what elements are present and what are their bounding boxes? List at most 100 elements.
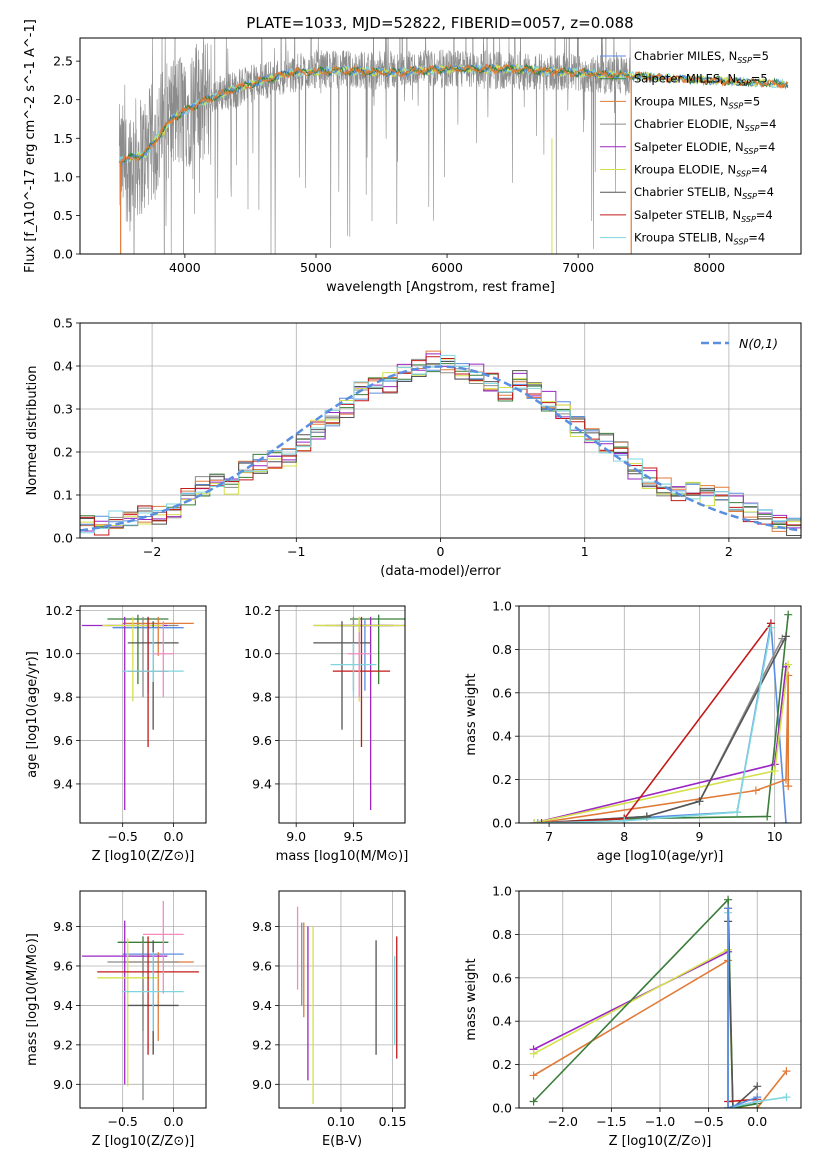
x-tick-label: 0 [437,544,445,559]
legend-label: Chabrier MILES, NSSP=5 [634,49,769,65]
y-tick-label: 1.0 [53,169,73,184]
panel-age-vs-Z: −0.5 0.0 9.4 9.6 9.8 10.0 10.2 Z [log10(Z/Z⊙)] a… [25,603,207,864]
y-tick-label: 9.4 [252,776,272,791]
series-marker [753,1093,762,1102]
x-axis-label: Z [log10(Z/Z⊙)] [92,849,195,864]
y-tick-label: 9.0 [53,1077,73,1092]
x-tick-label: −1.0 [645,1114,675,1129]
y-tick-label: 0.0 [53,531,73,546]
y-tick-label: 9.6 [53,733,73,748]
y-tick-label: 9.4 [53,998,73,1013]
y-tick-label: 10.0 [45,646,73,661]
x-tick-label: −0.5 [107,829,137,844]
x-axis-label: Z [log10(Z/Z⊙)] [92,1134,195,1149]
panel-massweight-vs-age: 7 8 9 10 0.0 0.2 0.4 0.6 0.8 1.0 age [log10(age/yr… [464,599,802,864]
panel-residuals: −2 −1 0 1 2 0.0 0.1 0.2 0.3 0.4 0.5 (data-model)/er… [25,316,802,579]
x-tick-label: 9.5 [344,829,364,844]
x-tick-label: 5000 [300,260,332,275]
panel-massweight-vs-Z: −2.0 −1.5 −1.0 −0.5 0.0 0.0 0.2 0.4 0.6 0.8 1.0 Z [… [464,884,802,1149]
y-axis-label: age [log10(age/yr)] [25,651,40,778]
y-tick-label: 0.0 [492,1101,512,1116]
panel-spectrum: 4000 5000 6000 7000 8000 0.0 0.5 1.0 1.5 2.0 2.5 wa… [23,19,802,295]
y-tick-label: 0.8 [492,927,512,942]
plot-area [313,614,405,810]
y-tick-label: 9.6 [53,958,73,973]
x-tick-label: 10 [767,829,783,844]
panel-mass-vs-Z: −0.5 0.0 9.0 9.2 9.4 9.6 9.8 Z [log10(Z/Z⊙)] mas… [25,890,207,1149]
y-tick-label: 2.5 [53,54,73,69]
x-tick-label: 9.0 [286,829,306,844]
series-marker [529,1097,538,1106]
legend-label: Kroupa MILES, NSSP=5 [634,94,760,110]
y-axis-label: mass weight [464,958,479,1040]
series-marker [533,819,542,823]
x-tick-label: 6000 [431,260,463,275]
series-marker [766,623,775,632]
y-tick-label: 9.4 [252,998,272,1013]
x-tick-label: −2.0 [548,1114,578,1129]
y-tick-label: 9.8 [53,690,73,705]
axes-frame [518,605,802,824]
figure-title: PLATE=1033, MJD=52822, FIBERID=0057, z=0… [246,14,633,32]
series-marker [751,786,760,795]
series-marker [695,797,704,806]
y-axis-label: mass [log10(M/M⊙)] [25,933,40,1066]
series-marker [784,660,793,669]
y-tick-label: 0.6 [492,685,512,700]
series-marker [529,1071,538,1080]
x-tick-label: −1 [287,544,305,559]
series-marker [784,782,793,791]
series-line-salpeter-elodie [533,950,758,1108]
x-tick-label: 0.15 [379,1114,407,1129]
series-line-kroupa-elodie [533,948,758,1108]
series-line-chabrier-miles [727,908,758,1108]
x-tick-label: 7 [545,829,553,844]
series-marker [782,1067,791,1076]
series-line-kroupa-miles [533,958,788,1108]
y-tick-label: 0.3 [53,402,73,417]
y-tick-label: 0.2 [492,1057,512,1072]
y-tick-label: 0.0 [53,247,73,262]
x-tick-label: −2 [143,544,161,559]
axes-frame [278,890,406,1109]
y-tick-label: 1.0 [492,884,512,899]
legend-label: Salpeter STELIB, NSSP=4 [634,208,773,224]
plot-area [80,350,801,538]
series-line-kroupa-miles [537,675,790,823]
series-marker [728,1104,737,1108]
y-tick-label: 9.8 [53,919,73,934]
y-tick-label: 2.0 [53,92,73,107]
y-tick-label: 9.2 [252,1037,272,1052]
series-marker [781,819,790,823]
axes-frame [79,37,802,255]
panel-mass-vs-EBV: 0.10 0.15 9.0 9.2 9.4 9.6 9.8 E(B-V) [252,890,407,1149]
series-marker [620,816,629,823]
y-axis-label: Flux [f_λ10^-17 erg cm^-2 s^-1 A^-1] [23,19,38,273]
series-line-kroupa-stelib [537,627,772,823]
model-line-kroupa-miles [118,63,789,166]
plot-area [118,38,789,254]
axes-frame [79,605,207,824]
x-axis-label: Z [log10(Z/Z⊙)] [609,1134,712,1149]
y-tick-label: 1.0 [492,599,512,614]
x-tick-label: 0.0 [164,1114,184,1129]
series-marker [770,766,779,775]
plot-area [82,614,194,810]
x-axis-label: wavelength [Angstrom, rest frame] [326,280,555,295]
series-marker [724,1104,733,1108]
legend-label: Kroupa STELIB, NSSP=4 [634,231,765,247]
y-tick-label: 0.5 [53,316,73,331]
y-tick-label: 0.4 [53,359,73,374]
plot-area [82,900,199,1101]
series-marker [529,1049,538,1058]
series-marker [724,904,733,913]
plot-area [530,610,793,823]
series-marker [733,808,742,817]
x-tick-label: 0.0 [164,829,184,844]
series-marker [781,775,790,784]
plot-area [296,906,398,1105]
series-marker [763,812,772,821]
x-tick-label: 4000 [169,260,201,275]
legend-label: Salpeter ELODIE, NSSP=4 [634,140,775,156]
